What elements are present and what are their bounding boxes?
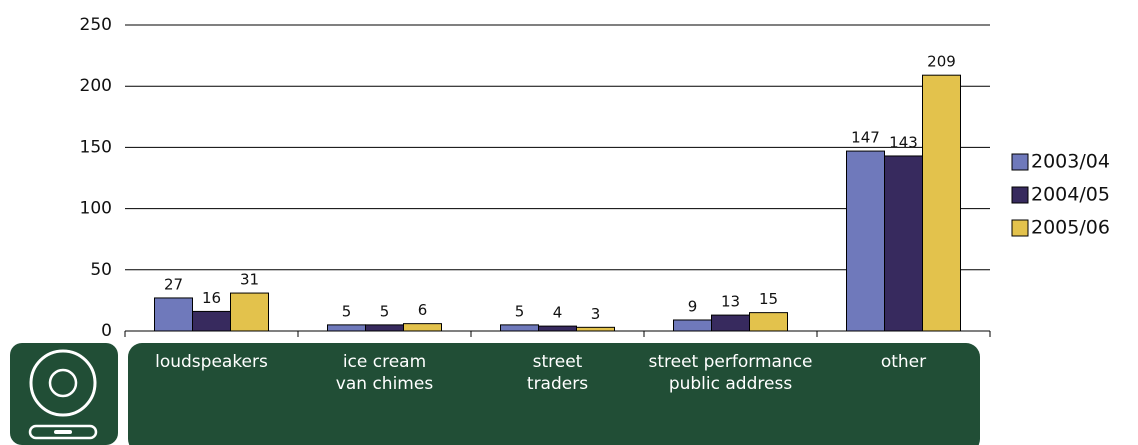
bar	[749, 312, 788, 332]
icon-slot	[28, 424, 98, 440]
category-panel	[128, 343, 980, 445]
legend-label: 2004/05	[1031, 184, 1110, 206]
bar	[230, 292, 269, 332]
data-label: 5	[515, 302, 525, 320]
legend-label: 2003/04	[1031, 151, 1110, 173]
y-tick-label: 0	[101, 321, 112, 341]
icon-panel	[10, 343, 118, 445]
data-label: 147	[851, 129, 880, 147]
bar	[500, 324, 539, 332]
data-label: 5	[380, 302, 390, 320]
y-tick-label: 100	[80, 199, 112, 219]
data-label: 143	[889, 133, 918, 151]
data-label: 15	[759, 290, 778, 308]
y-tick-label: 50	[90, 260, 112, 280]
bar	[922, 74, 961, 332]
bar	[154, 297, 193, 332]
bar	[192, 310, 231, 332]
x-tick-label: ice cream van chimes	[335, 352, 434, 394]
legend-swatch	[1011, 153, 1029, 171]
legend-label: 2005/06	[1031, 217, 1110, 239]
x-tick-label: loudspeakers	[155, 352, 268, 372]
legend-swatch	[1011, 219, 1029, 237]
y-tick-label: 250	[80, 15, 112, 35]
x-tick-label: street traders	[526, 352, 589, 394]
bar	[365, 324, 404, 332]
bar	[327, 324, 366, 332]
data-label: 5	[342, 302, 352, 320]
data-label: 9	[688, 297, 698, 315]
data-label: 6	[418, 301, 428, 319]
y-tick-label: 200	[80, 76, 112, 96]
data-label: 13	[721, 293, 740, 311]
data-label: 16	[202, 289, 221, 307]
legend-swatch	[1011, 186, 1029, 204]
data-label: 3	[591, 305, 601, 323]
bar	[538, 325, 577, 332]
bar	[884, 155, 923, 332]
data-label: 4	[553, 304, 563, 322]
icon-center	[48, 368, 78, 398]
data-label: 27	[164, 275, 183, 293]
bar	[711, 314, 750, 332]
bar	[576, 326, 615, 332]
bar	[673, 319, 712, 332]
data-label: 209	[927, 53, 956, 71]
x-tick-label: street performance public address	[648, 352, 813, 394]
x-tick-label: other	[880, 352, 927, 372]
icon-ring	[29, 349, 97, 417]
y-tick-label: 150	[80, 137, 112, 157]
bar	[403, 323, 442, 332]
icon-slot-inner	[54, 430, 72, 434]
data-label: 31	[240, 271, 259, 289]
bar	[846, 150, 885, 332]
